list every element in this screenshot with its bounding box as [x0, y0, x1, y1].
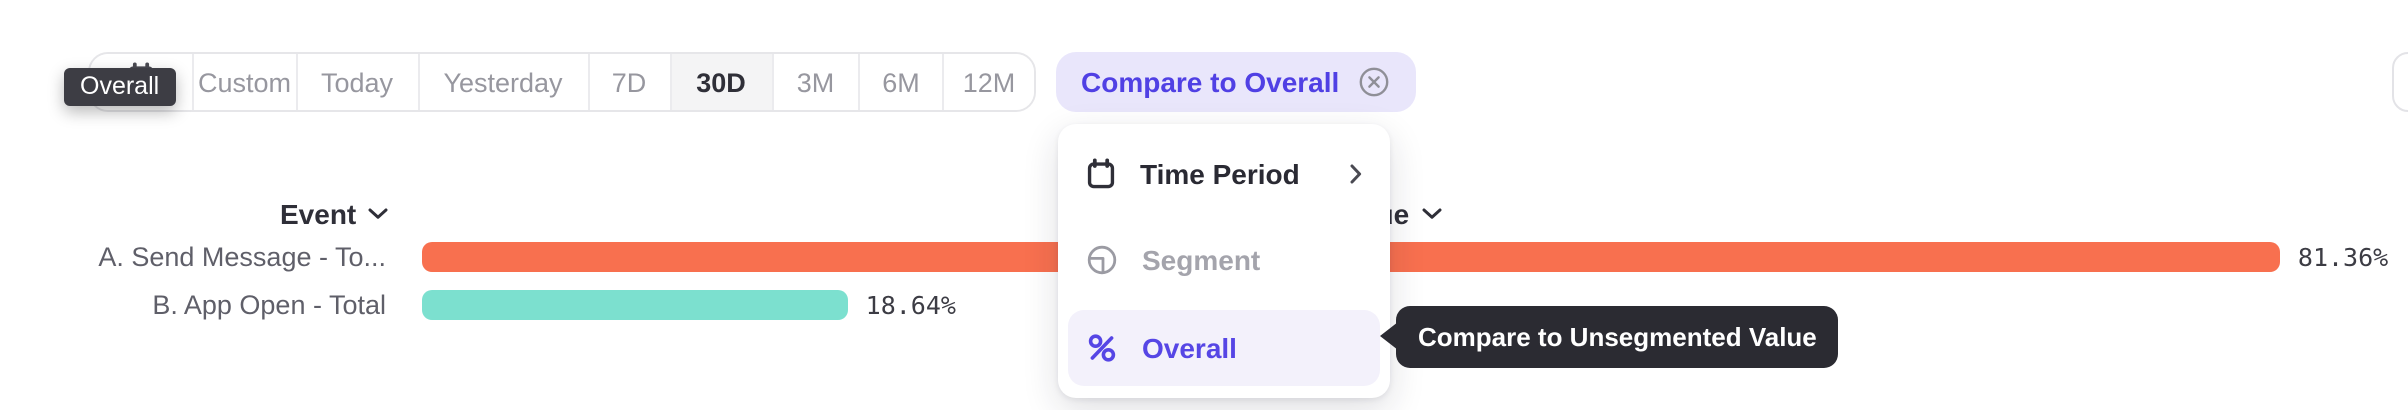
date-range-3m[interactable]: 3M	[771, 54, 858, 110]
menu-item-time-period[interactable]: Time Period	[1068, 135, 1380, 211]
event-column-header[interactable]: Event	[280, 198, 388, 230]
bar-app-open[interactable]	[422, 290, 848, 320]
chevron-down-icon	[368, 208, 388, 220]
percent-icon	[1086, 332, 1118, 364]
menu-item-label: Segment	[1142, 244, 1261, 277]
menu-item-overall[interactable]: Overall	[1068, 310, 1380, 386]
chart-row-app-open: B. App Open - Total 18.64%	[0, 290, 2408, 320]
compare-to-overall-button[interactable]: Compare to Overall	[1055, 52, 1416, 112]
event-column-label: Event	[280, 198, 357, 230]
bar-value-label: 18.64%	[865, 290, 956, 320]
clipped-toolbar-button[interactable]	[2392, 52, 2408, 112]
compare-unsegmented-tooltip: Compare to Unsegmented Value	[1396, 305, 1839, 367]
date-range-segmented-control: Custom Today Yesterday 7D 30D 3M 6M 12M	[88, 52, 1036, 112]
overall-hover-tooltip: Overall	[64, 67, 176, 105]
compare-dropdown-menu: Time Period Segment Overal	[1058, 123, 1390, 398]
compare-to-overall-label: Compare to Overall	[1081, 66, 1340, 98]
row-category-label: B. App Open - Total	[152, 290, 386, 320]
bar-value-label: 81.36%	[2297, 242, 2389, 272]
date-range-today[interactable]: Today	[295, 54, 417, 110]
calendar-icon	[1086, 157, 1116, 189]
row-category-label: A. Send Message - To...	[98, 242, 386, 272]
segment-icon	[1086, 245, 1118, 277]
chevron-right-icon	[1350, 163, 1362, 183]
close-circle-icon[interactable]	[1357, 66, 1389, 98]
date-range-yesterday[interactable]: Yesterday	[417, 54, 587, 110]
tooltip-arrow	[1379, 322, 1397, 350]
date-range-30d-selected[interactable]: 30D	[669, 54, 771, 110]
date-range-7d[interactable]: 7D	[587, 54, 669, 110]
date-range-6m[interactable]: 6M	[858, 54, 942, 110]
date-range-12m[interactable]: 12M	[942, 54, 1034, 110]
menu-item-label: Time Period	[1140, 157, 1300, 189]
date-range-custom[interactable]: Custom	[192, 54, 295, 110]
menu-item-segment[interactable]: Segment	[1068, 223, 1380, 299]
menu-item-label: Overall	[1142, 332, 1237, 364]
chevron-down-icon	[1421, 208, 1441, 220]
